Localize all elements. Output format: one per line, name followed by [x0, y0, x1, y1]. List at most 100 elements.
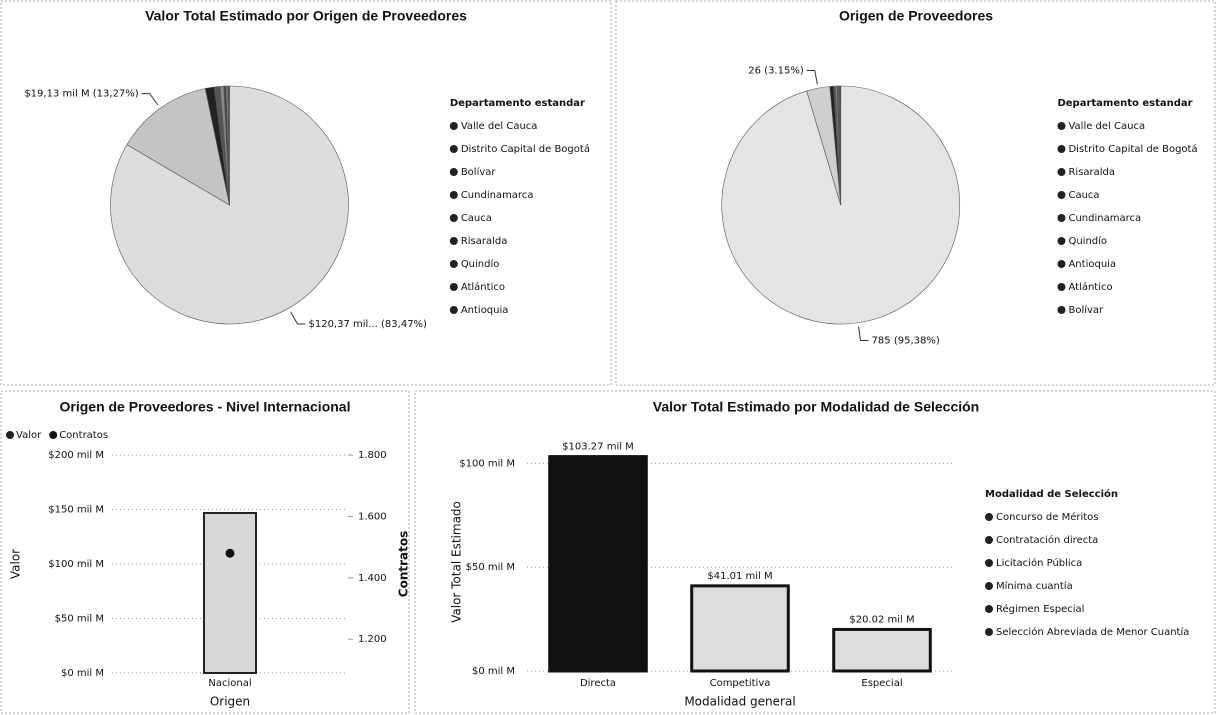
chart: Valor Total Estimado por Origen de Prove… — [24, 8, 590, 330]
x-tick-label: Directa — [580, 678, 616, 689]
y-tick-label: $150 mil M — [48, 505, 104, 516]
bar — [203, 511, 257, 674]
legend-label: Selección Abreviada de Menor Cuantía — [996, 626, 1189, 638]
legend-marker — [449, 191, 458, 199]
legend-marker — [1057, 191, 1066, 199]
legend-label: Valle del Cauca — [461, 121, 538, 132]
y-tick-label: $100 mil M — [48, 559, 104, 570]
chart: Valor Total Estimado por Modalidad de Se… — [450, 399, 1190, 709]
legend-label: Régimen Especial — [996, 603, 1084, 615]
bar — [690, 584, 790, 673]
x-axis-title: Modalidad general — [684, 695, 795, 709]
x-tick-label: Competitiva — [710, 678, 771, 689]
legend-marker — [449, 283, 458, 291]
legend-marker — [49, 431, 58, 439]
chart: Origen de Proveedores 785 (95,38%) 26 (3.1… — [721, 8, 1198, 347]
legend-label: Contratación directa — [996, 534, 1098, 546]
legend-marker — [449, 237, 458, 245]
legend-label: Cundinamarca — [1068, 213, 1141, 224]
y-axis-title: Valor Total Estimado — [450, 501, 464, 623]
legend-label: Distrito Capital de Bogotá — [1068, 143, 1197, 155]
chart-title: Valor Total Estimado por Origen de Prove… — [145, 8, 467, 24]
legend-marker — [985, 513, 993, 521]
legend-label: Cauca — [1068, 190, 1099, 201]
leader-line — [858, 326, 869, 342]
data-label: $120,37 mil... (83,47%) — [308, 319, 427, 330]
legend-marker — [449, 306, 458, 314]
legend-marker — [449, 145, 458, 153]
y-tick-label: $50 mil M — [55, 614, 104, 625]
x-axis-title: Origen — [210, 695, 250, 709]
legend-label: Quindío — [461, 258, 500, 270]
y2-tick-label: 1.200 — [358, 634, 387, 645]
legend-marker — [1057, 283, 1066, 291]
y-axis-title: Valor — [9, 549, 23, 579]
legend-marker — [1057, 145, 1066, 153]
data-label: $19,13 mil M (13,27%) — [24, 89, 138, 100]
chart-title: Origen de Proveedores - Nivel Internacio… — [60, 399, 351, 415]
pie-slice — [126, 88, 230, 206]
bar — [548, 455, 648, 673]
legend-marker — [985, 605, 993, 613]
legend-label: Cundinamarca — [461, 190, 534, 201]
y-tick-label: $100 mil M — [459, 458, 515, 469]
chart-title: Valor Total Estimado por Modalidad de Se… — [653, 399, 979, 415]
legend-label: Atlántico — [461, 281, 505, 293]
y-tick-label: $0 mil M — [61, 668, 104, 679]
legend-label: Valor — [16, 430, 42, 441]
legend-marker — [985, 582, 993, 590]
legend-marker — [1057, 306, 1066, 314]
leader-line — [141, 93, 159, 106]
pie-slice — [110, 85, 349, 325]
legend-marker — [1057, 237, 1066, 245]
legend-marker — [449, 168, 458, 176]
leader-line — [806, 69, 818, 85]
legend-label: Licitación Pública — [996, 557, 1082, 569]
legend-label: Bolívar — [1068, 304, 1104, 316]
line-point — [225, 548, 235, 558]
y-tick-label: $0 mil M — [472, 666, 515, 677]
legend-label: Antioquia — [1068, 259, 1116, 270]
legend-marker — [1057, 122, 1066, 130]
data-label: 26 (3.15%) — [748, 65, 804, 76]
bar — [832, 627, 932, 673]
data-label: $20.02 mil M — [849, 614, 914, 625]
legend-label: Cauca — [461, 213, 492, 224]
y2-tick-label: 1.400 — [358, 573, 387, 584]
legend-marker — [6, 431, 14, 439]
legend-label: Contratos — [59, 430, 108, 441]
panel — [414, 390, 1216, 714]
legend-label: Valle del Cauca — [1068, 121, 1145, 132]
legend-marker — [1057, 168, 1066, 176]
y-tick-label: $200 mil M — [48, 450, 104, 461]
y2-axis-title: Contratos — [397, 531, 411, 597]
y2-tick-label: 1.800 — [358, 450, 387, 461]
legend-label: Risaralda — [1068, 167, 1115, 178]
legend-label: Mínima cuantía — [996, 580, 1073, 592]
legend-label: Antioquia — [461, 305, 509, 316]
legend-label: Quindío — [1068, 235, 1107, 247]
legend-title: Departamento estandar — [450, 98, 585, 109]
legend-marker — [985, 559, 993, 567]
legend-label: Atlántico — [1068, 281, 1112, 293]
x-tick-label: Especial — [861, 678, 902, 689]
legend-label: Concurso de Méritos — [996, 511, 1099, 523]
legend-title: Departamento estandar — [1057, 98, 1192, 109]
legend-label: Risaralda — [461, 236, 508, 247]
leader-line — [290, 311, 306, 325]
legend-label: Distrito Capital de Bogotá — [461, 143, 590, 155]
data-label: $103.27 mil M — [562, 442, 634, 453]
pie-slice — [228, 85, 230, 206]
legend-marker — [1057, 214, 1066, 222]
data-label: $41.01 mil M — [707, 571, 772, 582]
legend-label: Bolívar — [461, 166, 497, 178]
chart: Origen de Proveedores - Nivel Internacio… — [6, 399, 411, 709]
chart-title: Origen de Proveedores — [839, 8, 993, 24]
legend-marker — [1057, 260, 1066, 268]
legend-title: Modalidad de Selección — [985, 488, 1118, 500]
legend-marker — [449, 214, 458, 222]
y-tick-label: $50 mil M — [466, 562, 515, 573]
legend-marker — [449, 122, 458, 130]
data-label: 785 (95,38%) — [872, 336, 940, 347]
